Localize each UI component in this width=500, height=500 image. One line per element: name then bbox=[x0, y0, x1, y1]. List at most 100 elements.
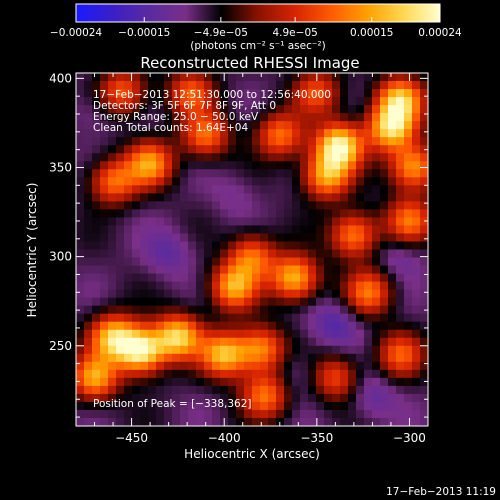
heatmap-cell bbox=[140, 145, 149, 154]
heatmap-cell bbox=[76, 257, 85, 267]
heatmap-cell bbox=[92, 169, 101, 178]
heatmap-cell bbox=[284, 273, 293, 283]
heatmap-cell bbox=[228, 281, 237, 291]
heatmap-cell bbox=[420, 169, 428, 178]
heatmap-cell bbox=[156, 345, 165, 355]
heatmap-cell bbox=[276, 361, 285, 371]
heatmap-cell bbox=[372, 201, 381, 210]
heatmap-cell bbox=[316, 153, 325, 162]
heatmap-cell bbox=[164, 209, 173, 219]
heatmap-cell bbox=[164, 241, 173, 251]
heatmap-cell bbox=[180, 145, 189, 154]
heatmap-cell bbox=[348, 393, 357, 403]
heatmap-cell bbox=[228, 81, 237, 90]
heatmap-cell bbox=[316, 241, 325, 251]
heatmap-cell bbox=[244, 329, 253, 339]
heatmap-cell bbox=[340, 329, 349, 339]
heatmap-cell bbox=[372, 81, 381, 90]
heatmap-cell bbox=[356, 89, 365, 98]
heatmap-cell bbox=[124, 233, 133, 243]
heatmap-cell bbox=[164, 121, 173, 130]
heatmap-cell bbox=[388, 241, 397, 251]
heatmap-cell bbox=[124, 89, 133, 98]
heatmap-cell bbox=[116, 153, 125, 162]
heatmap-cell bbox=[92, 81, 101, 90]
heatmap-cell bbox=[132, 73, 141, 82]
heatmap-cell bbox=[284, 81, 293, 90]
heatmap-cell bbox=[292, 289, 301, 299]
heatmap-cell bbox=[172, 257, 181, 267]
heatmap-cell bbox=[396, 73, 405, 82]
heatmap-cell bbox=[420, 89, 428, 98]
heatmap-cell bbox=[316, 249, 325, 259]
heatmap-cell bbox=[204, 321, 213, 331]
heatmap-cell bbox=[116, 393, 125, 403]
heatmap-cell bbox=[180, 113, 189, 122]
heatmap-cell bbox=[412, 321, 421, 331]
heatmap-cell bbox=[308, 401, 317, 411]
heatmap-cell bbox=[356, 249, 365, 259]
heatmap-cell bbox=[116, 265, 125, 275]
heatmap-cell bbox=[260, 409, 269, 419]
heatmap-cell bbox=[244, 361, 253, 371]
heatmap-cell bbox=[356, 281, 365, 291]
heatmap-cell bbox=[404, 289, 413, 299]
heatmap-cell bbox=[148, 161, 157, 170]
heatmap-cell bbox=[348, 265, 357, 275]
heatmap-cell bbox=[324, 161, 333, 170]
heatmap-cell bbox=[228, 401, 237, 411]
heatmap-cell bbox=[284, 73, 293, 82]
heatmap-cell bbox=[372, 137, 381, 146]
heatmap-cell bbox=[412, 193, 421, 202]
heatmap-cell bbox=[108, 209, 117, 219]
heatmap-cell bbox=[124, 217, 133, 227]
heatmap-cell bbox=[196, 89, 205, 98]
heatmap-cell bbox=[276, 265, 285, 275]
heatmap-cell bbox=[76, 217, 85, 227]
heatmap-cell bbox=[84, 153, 93, 162]
heatmap-cell bbox=[292, 137, 301, 146]
heatmap-cell bbox=[100, 241, 109, 251]
heatmap-cell bbox=[156, 417, 165, 426]
heatmap-cell bbox=[140, 185, 149, 194]
heatmap-cell bbox=[228, 137, 237, 146]
heatmap-cell bbox=[236, 345, 245, 355]
heatmap-cell bbox=[316, 129, 325, 138]
heatmap-cell bbox=[76, 409, 85, 419]
heatmap-cell bbox=[404, 201, 413, 210]
x-axis-label: Heliocentric X (arcsec) bbox=[184, 447, 320, 461]
heatmap-cell bbox=[156, 105, 165, 114]
heatmap-cell bbox=[116, 241, 125, 251]
heatmap-cell bbox=[396, 257, 405, 267]
x-tick-label: −450 bbox=[115, 431, 148, 445]
heatmap-cell bbox=[148, 281, 157, 291]
heatmap-cell bbox=[236, 73, 245, 82]
heatmap-cell bbox=[244, 209, 253, 219]
heatmap-cell bbox=[364, 209, 373, 219]
heatmap-cell bbox=[348, 153, 357, 162]
heatmap-cell bbox=[332, 81, 341, 90]
heatmap-cell bbox=[404, 409, 413, 419]
annotation-time-range: 17−Feb−2013 12:51:30.000 to 12:56:40.000 bbox=[93, 89, 331, 101]
heatmap-cell bbox=[108, 249, 117, 259]
heatmap-cell bbox=[308, 265, 317, 275]
heatmap-cell bbox=[196, 377, 205, 387]
heatmap-cell bbox=[164, 273, 173, 283]
heatmap-cell bbox=[76, 201, 85, 210]
heatmap-cell bbox=[380, 289, 389, 299]
heatmap-cell bbox=[76, 161, 85, 170]
heatmap-cell bbox=[108, 185, 117, 194]
heatmap-cell bbox=[332, 185, 341, 194]
heatmap-cell bbox=[276, 161, 285, 170]
heatmap-cell bbox=[164, 409, 173, 419]
heatmap-cell bbox=[412, 313, 421, 323]
heatmap-cell bbox=[220, 393, 229, 403]
heatmap-cell bbox=[108, 145, 117, 154]
heatmap-cell bbox=[388, 297, 397, 307]
heatmap-cell bbox=[172, 105, 181, 114]
heatmap-cell bbox=[284, 161, 293, 170]
heatmap-cell bbox=[100, 113, 109, 122]
heatmap-cell bbox=[140, 361, 149, 371]
heatmap-cell bbox=[76, 353, 85, 363]
heatmap-cell bbox=[164, 369, 173, 379]
